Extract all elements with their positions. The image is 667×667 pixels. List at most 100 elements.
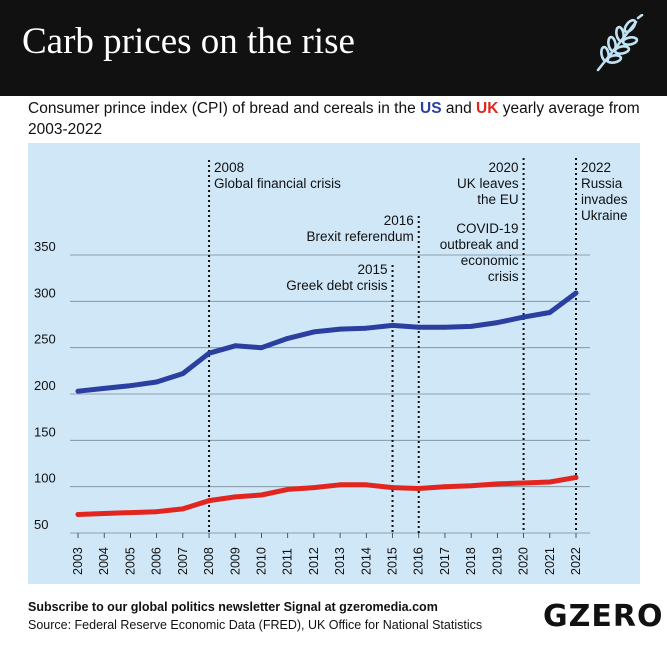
data-point-uk <box>285 487 291 492</box>
x-tick-label: 2006 <box>150 547 164 575</box>
data-point-us <box>521 314 526 320</box>
x-tick-label: 2010 <box>254 547 268 575</box>
data-point-uk <box>442 484 448 490</box>
data-point-uk <box>494 481 500 487</box>
data-point-us <box>363 325 369 331</box>
x-tick-label: 2013 <box>333 547 347 575</box>
data-point-uk <box>154 509 160 515</box>
series-line-us <box>75 290 579 394</box>
x-tick-label: 2015 <box>386 547 400 575</box>
annotation-line-text: Brexit referendum <box>306 229 413 244</box>
x-tick-label: 2014 <box>359 547 373 575</box>
data-point-uk <box>311 485 317 490</box>
data-point-us <box>494 320 500 326</box>
y-tick-label: 350 <box>34 239 56 254</box>
x-tick-label: 2007 <box>176 547 190 575</box>
data-point-uk <box>337 482 343 488</box>
data-point-us <box>468 323 474 329</box>
data-point-us <box>75 388 81 394</box>
subtitle-text: Consumer prince index (CPI) of bread and… <box>28 100 421 117</box>
footer-subscribe: Subscribe to our global politics newslet… <box>28 600 438 614</box>
data-point-us <box>101 386 107 391</box>
x-tick-label: 2005 <box>123 547 137 575</box>
annotation-label: 2015 Greek debt crisis <box>286 262 388 293</box>
data-point-uk <box>180 506 186 512</box>
y-tick-label: 250 <box>34 332 56 347</box>
annotation-line-text: Russia <box>581 176 623 191</box>
data-point-us <box>232 343 238 349</box>
annotation-label: 2016 Brexit referendum <box>306 213 413 244</box>
cpi-line-chart: 50 100 150 200 250 300 350 2003 2004 2005 2006 2007… <box>28 143 640 584</box>
subtitle-us: US <box>420 100 442 117</box>
data-point-uk <box>390 485 395 490</box>
annotation-line-text: 2015 <box>357 262 387 277</box>
data-point-us <box>128 383 133 389</box>
x-tick-label: 2018 <box>464 547 478 575</box>
footer-source: Source: Federal Reserve Economic Data (F… <box>28 618 483 632</box>
annotation-label: COVID-19 outbreak and economic crisis <box>440 221 519 284</box>
y-tick-label: 150 <box>34 424 56 439</box>
data-point-uk <box>573 475 579 480</box>
annotation-line-text: invades <box>581 192 628 207</box>
x-tick-label: 2011 <box>281 548 295 575</box>
data-point-us <box>547 310 553 315</box>
x-tick-label: 2008 <box>202 547 216 575</box>
annotation-line-text: UK leaves <box>457 176 519 191</box>
annotation-line-text: 2008 <box>214 160 244 175</box>
x-tick-label: 2021 <box>543 547 557 575</box>
data-point-uk <box>547 479 553 485</box>
chart-title: Carb prices on the rise <box>22 21 355 62</box>
data-point-uk <box>232 494 238 500</box>
data-point-us <box>259 345 264 351</box>
annotation-line-text: outbreak and <box>440 237 519 252</box>
x-tick-label: 2004 <box>97 547 111 575</box>
y-tick-label: 300 <box>34 285 56 300</box>
gzero-logo: GZERO <box>543 599 664 634</box>
annotation-line-text: Greek debt crisis <box>286 278 388 293</box>
series-line-uk <box>75 474 579 517</box>
wheat-icon <box>596 14 644 72</box>
data-point-us <box>154 379 160 385</box>
x-tick-label: 2017 <box>438 547 452 575</box>
data-point-uk <box>101 511 107 516</box>
data-point-uk <box>75 512 81 517</box>
data-point-uk <box>521 480 526 486</box>
data-point-uk <box>259 492 264 498</box>
data-point-uk <box>128 510 133 516</box>
x-tick-label: 2022 <box>569 547 583 575</box>
annotation-line-text: Ukraine <box>581 208 628 223</box>
data-point-us <box>285 336 291 341</box>
annotation-line-text: Global financial crisis <box>214 176 341 191</box>
annotation-line-text: 2020 <box>489 160 519 175</box>
x-tick-label: 2016 <box>412 547 426 575</box>
subtitle-text-end: yearly average from 2003-2022 <box>28 100 640 138</box>
data-point-us <box>206 350 212 356</box>
header-bar: Carb prices on the rise <box>0 0 667 96</box>
annotation-label: 2020 UK leaves the EU <box>457 160 519 207</box>
data-point-us <box>337 326 343 332</box>
x-tick-label: 2012 <box>307 547 321 575</box>
x-tick-label: 2020 <box>517 547 531 575</box>
annotation-line-text: COVID-19 <box>456 221 518 236</box>
annotation-line-text: the EU <box>477 192 518 207</box>
data-point-uk <box>416 486 422 491</box>
x-tick-label: 2009 <box>228 547 242 575</box>
annotation-label: 2022 Russia invades Ukraine <box>581 160 628 223</box>
chart-subtitle: Consumer prince index (CPI) of bread and… <box>28 98 648 140</box>
subtitle-text-and: and <box>441 100 477 117</box>
annotation-line-text: economic <box>461 253 519 268</box>
annotation-line-text: 2022 <box>581 160 611 175</box>
y-tick-label: 100 <box>34 471 56 486</box>
x-tick-label: 2003 <box>71 547 85 575</box>
data-point-us <box>311 329 317 335</box>
data-point-uk <box>206 498 212 503</box>
y-tick-label: 50 <box>34 517 48 532</box>
data-point-us <box>416 324 422 330</box>
subtitle-uk: UK <box>476 100 499 117</box>
data-point-us <box>180 371 186 377</box>
y-tick-label: 200 <box>34 378 56 393</box>
data-point-uk <box>363 482 369 488</box>
x-tick-label: 2019 <box>490 547 504 575</box>
data-point-uk <box>468 483 474 489</box>
annotation-label: 2008 Global financial crisis <box>214 160 341 191</box>
